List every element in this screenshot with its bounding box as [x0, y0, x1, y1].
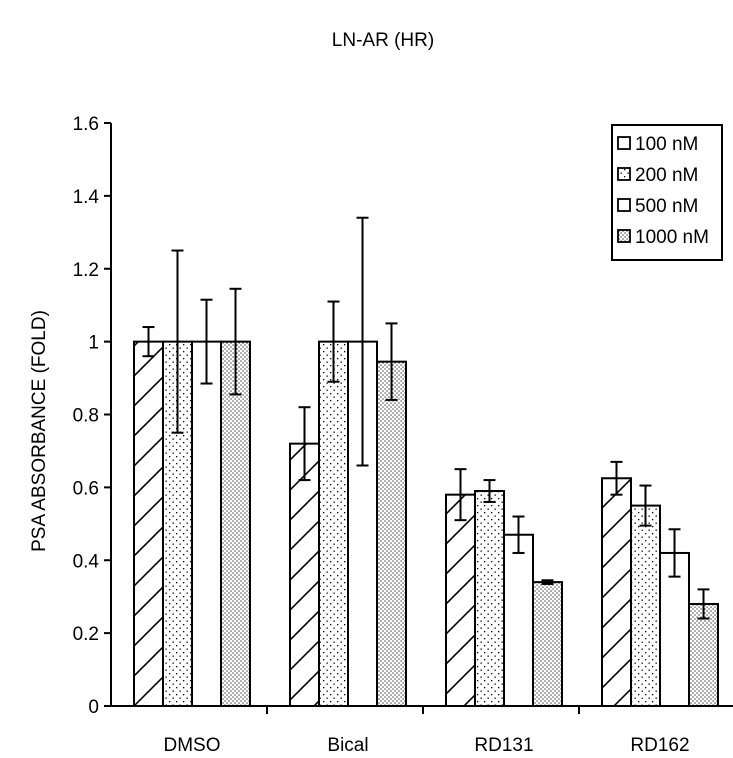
bar: [289, 442, 320, 707]
y-tick-label: 1: [88, 333, 99, 354]
bar: [601, 477, 632, 707]
legend-label: 100 nM: [635, 134, 698, 155]
y-tick-label: 1.4: [73, 187, 100, 208]
y-tick-label: 1.2: [73, 260, 99, 281]
y-axis-label: PSA ABSORBANCE (FOLD): [29, 310, 50, 552]
chart-plot-area: 0 0.2 0.4 0.6 0.8 1 1.2 1.4 1.6 DMSO Bical RD131 RD1…: [73, 114, 733, 756]
x-tick-label: Bical: [327, 735, 368, 756]
bar: [503, 533, 534, 708]
legend-swatch: [617, 198, 631, 212]
legend-label: 200 nM: [635, 165, 698, 186]
x-tick-label: RD162: [630, 735, 689, 756]
legend-label: 500 nM: [635, 196, 698, 217]
legend-swatch: [617, 136, 631, 150]
x-tick-label: RD131: [474, 735, 533, 756]
bar: [474, 490, 505, 707]
x-tick-label: DMSO: [164, 735, 221, 756]
legend-label: 1000 nM: [635, 227, 709, 248]
y-tick-label: 0.4: [73, 551, 100, 572]
bar: [133, 340, 164, 707]
y-tick-label: 0: [88, 697, 99, 718]
y-tick-label: 0.8: [73, 406, 99, 427]
bar: [220, 340, 251, 707]
bar: [532, 581, 563, 707]
bar: [318, 340, 349, 707]
bar: [630, 504, 661, 707]
y-tick-label: 0.6: [73, 478, 99, 499]
chart-title: LN-AR (HR): [332, 30, 434, 51]
y-tick-label: 0.2: [73, 624, 99, 645]
legend-swatch: [617, 167, 631, 181]
legend-swatch: [617, 229, 631, 243]
bar: [445, 493, 476, 707]
bar: [191, 340, 222, 707]
y-tick-label: 1.6: [73, 114, 99, 135]
bar: [376, 360, 407, 707]
legend: 100 nM 200 nM 500 nM 1000 nM: [611, 124, 723, 261]
